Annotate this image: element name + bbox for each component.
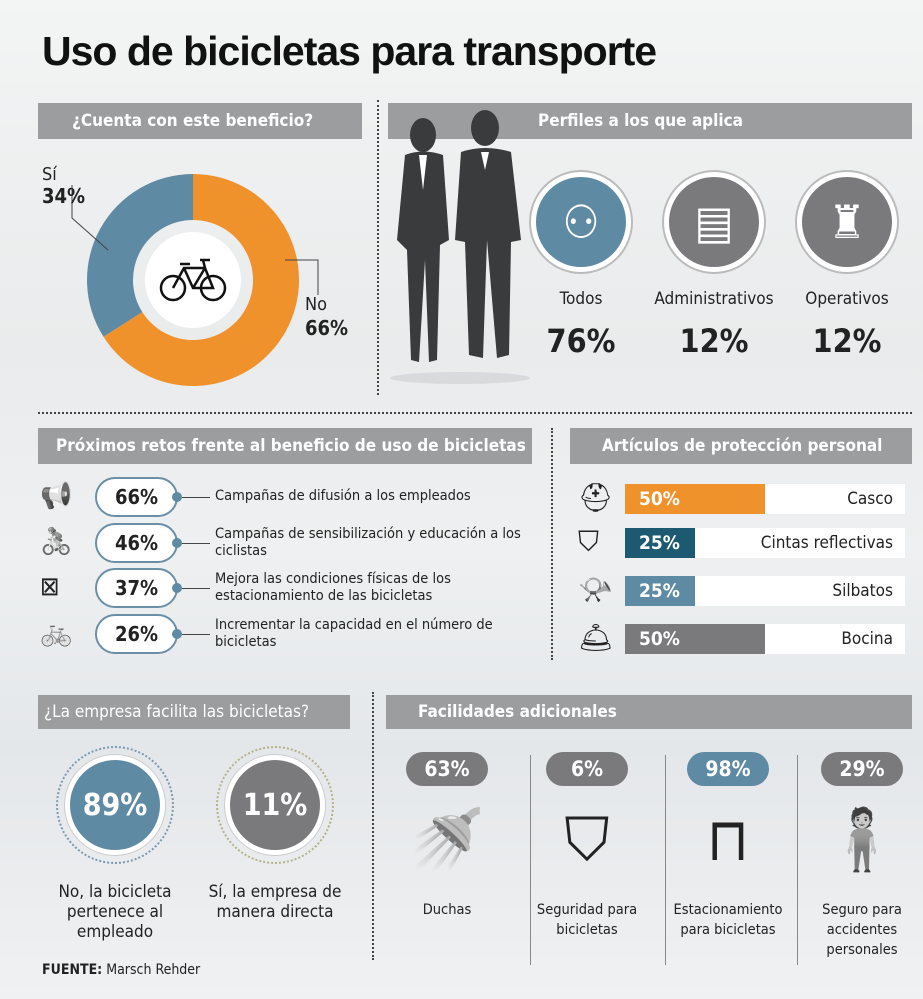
protection-label: Cintas reflectivas [760,533,893,553]
protection-label: Casco [847,489,893,509]
protection-label: Silbatos [832,581,893,601]
reto-value: 46% [95,523,178,563]
beneficio-header: ¿Cuenta con este beneficio? [38,103,362,139]
group-icon: ⚇ [562,195,600,249]
divider [372,692,374,960]
profile-label: Operativos [805,289,889,309]
profile-value: 12% [812,322,882,360]
protection-bar: 50% Casco [625,484,905,514]
connector-line [182,497,210,498]
connector-line [182,588,210,589]
reto-text: Incrementar la capacidad en el número de… [215,617,493,650]
parking-tools-icon: ⊠ [40,572,60,602]
protection-bar: 50% Bocina [625,624,905,654]
reto-value: 66% [95,477,178,517]
facilidad-value: 63% [406,752,488,786]
connector-line [182,543,210,544]
reto-value: 37% [95,568,178,608]
connector-dot [172,492,182,502]
connector-dot [172,629,182,639]
column-divider [797,755,798,965]
bicycle-icon [159,258,227,302]
si-label: Sí [42,164,57,185]
facilidad-label: Duchas [422,902,472,918]
protection-bar-fill: 50% [625,484,765,514]
page-title: Uso de bicicletas para transporte [42,28,657,74]
helmet-icon: ⛑ [578,481,614,514]
connector-line [182,634,210,635]
reto-text: Mejora las condiciones físicas de los es… [215,571,451,604]
facilita-value: 11% [225,755,325,855]
connector-dot [172,538,182,548]
facilita-ring: 89% [56,746,174,864]
donut-slice-si [87,174,193,337]
megaphone-cyclist-icon: 🚴 [40,527,73,557]
source-value: Marsch Rehder [106,962,201,978]
reto-text: Campañas de difusión a los empleados [215,488,471,504]
profile-circle-2: ♜ [797,172,897,272]
profile-circle-0: ⚇ [531,172,631,272]
office-worker-icon: ▤ [694,195,734,249]
divider [551,428,553,660]
facilidad-value: 6% [546,752,628,786]
facilita-label: No, la bicicleta pertenece al empleado [58,882,172,942]
source: FUENTE: Marsch Rehder [42,962,200,978]
facilita-ring: 11% [216,746,334,864]
column-divider [665,755,666,965]
bell-icon: 🛎 [578,621,614,654]
si-value: 34% [42,184,86,208]
facilidades-header: Facilidades adicionales [386,695,912,729]
divider [377,100,379,395]
donut-center [145,232,241,328]
protection-label: Bocina [841,629,893,649]
reto-value: 26% [95,614,178,654]
reto-text: Campañas de sensibilización y educación … [215,526,521,559]
column-divider [530,755,531,965]
profile-label: Administrativos [654,289,774,309]
beneficio-donut [71,174,319,386]
facilidad-value: 98% [687,752,769,786]
source-label: FUENTE: [42,962,103,978]
divider [38,412,912,414]
proteccion-header: Artículos de protección personal [570,428,912,464]
profile-label: Todos [559,289,603,309]
whistle-icon: 📯 [578,573,613,606]
facilidad-label: Seguridad para bicicletas [536,902,638,938]
no-leader-line [285,259,319,295]
injured-person-icon: 🧍 [824,805,900,875]
protection-bar: 25% Silbatos [625,576,905,606]
protection-bar: 25% Cintas reflectivas [625,528,905,558]
bike-parking-icon: ⊓ [706,805,750,875]
facilita-value: 89% [65,755,165,855]
facilita-label: Sí, la empresa de manera directa [208,882,342,922]
business-people-icon [390,110,530,384]
facilidad-label: Estacionamiento para bicicletas [673,902,783,938]
bike-shield-icon: ⛉ [564,805,610,875]
profile-value: 12% [679,322,749,360]
facilita-header: ¿La empresa facilita las bicicletas? [38,695,350,729]
worker-helmet-icon: ♜ [828,195,866,249]
profile-value: 76% [546,322,616,360]
connector-dot [172,583,182,593]
si-leader-line [71,185,109,251]
donut-slice-no [103,174,299,386]
retos-header: Próximos retos frente al beneficio de us… [38,428,532,464]
protection-bar-fill: 25% [625,576,695,606]
reflective-badge-icon: ⛉ [578,525,600,558]
bicycle-plus-icon: 🚲 [40,618,73,648]
no-value: 66% [305,316,349,340]
protection-bar-fill: 25% [625,528,695,558]
no-label: No [305,294,328,315]
facilidad-label: Seguro para accidentes personales [822,902,902,958]
megaphone-person-icon: 📢 [40,481,73,511]
shower-icon: 🚿 [409,805,485,875]
protection-bar-fill: 50% [625,624,765,654]
facilidad-value: 29% [821,752,903,786]
profile-circle-1: ▤ [664,172,764,272]
